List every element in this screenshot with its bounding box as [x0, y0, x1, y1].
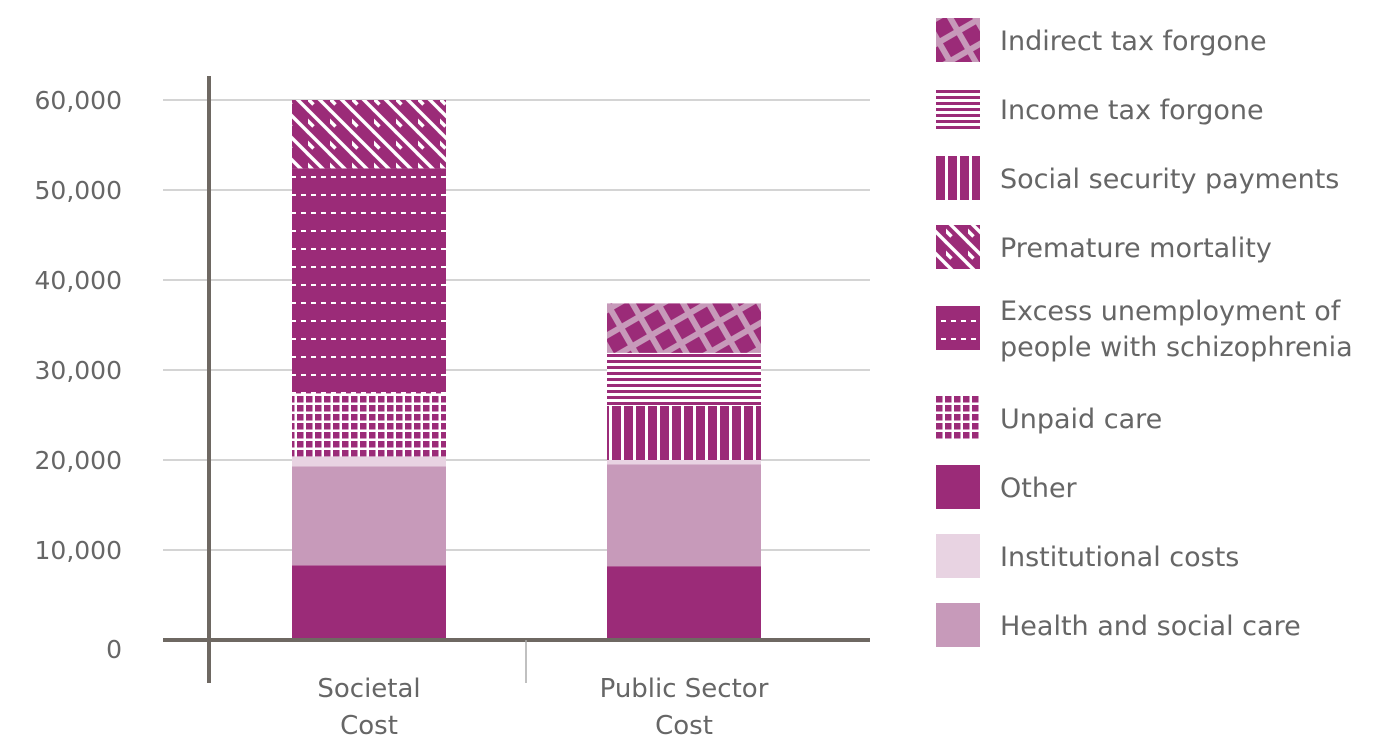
bar-segment-income-tax-forgone — [607, 352, 761, 406]
y-tick-label: 50,000 — [35, 176, 122, 205]
legend-item-institutional-costs: Institutional costs — [936, 534, 1239, 578]
legend-label: Income tax forgone — [1000, 95, 1264, 126]
legend-label: people with schizophrenia — [1000, 332, 1353, 363]
y-tick-label: 60,000 — [35, 86, 122, 115]
bar-public-sector-cost — [607, 303, 761, 640]
legend-swatch — [936, 396, 980, 440]
bar-segment-indirect-tax-forgone — [607, 303, 761, 353]
bar-segment-institutional-costs — [292, 466, 446, 566]
bar-segment-institutional-costs — [607, 464, 761, 567]
x-category-label: Cost — [340, 711, 398, 738]
legend-label: Indirect tax forgone — [1000, 26, 1267, 57]
y-tick-label: 0 — [106, 635, 122, 664]
bar-segment-health-and-social-care — [607, 566, 761, 640]
bar-segment-social-security-payments — [607, 406, 761, 460]
legend-swatch — [936, 225, 980, 269]
x-category-label: Societal — [317, 674, 420, 704]
legend-swatch — [936, 306, 980, 350]
legend-swatch — [936, 603, 980, 647]
legend-label: Excess unemployment of — [1000, 296, 1342, 327]
legend-item-health-and-social-care: Health and social care — [936, 603, 1301, 647]
legend-item-indirect-tax-forgone: Indirect tax forgone — [936, 18, 1267, 62]
y-tick-label: 40,000 — [35, 266, 122, 295]
legend-label: Health and social care — [1000, 611, 1301, 642]
legend-label: Social security payments — [1000, 164, 1339, 195]
legend-swatch — [936, 87, 980, 131]
legend-item-premature-mortality: Premature mortality — [936, 225, 1272, 269]
x-category-label: Public Sector — [600, 674, 769, 704]
legend-label: Premature mortality — [1000, 233, 1272, 264]
legend-swatch — [936, 534, 980, 578]
category-labels: Societal Cost Public Sector Cost — [317, 674, 768, 738]
legend-label: Unpaid care — [1000, 404, 1162, 435]
y-tick-label: 10,000 — [35, 536, 122, 565]
legend-swatch — [936, 18, 980, 62]
legend-item-excess-unemployment-of-people-with-schizophrenia: Excess unemployment of people with schizo… — [936, 296, 1353, 363]
axes — [163, 76, 870, 683]
bar-segment-premature-mortality — [292, 100, 446, 169]
bar-segment-excess-unemployment-of-people-with-schizophrenia — [292, 168, 446, 394]
legend: Indirect tax forgone Income tax forgone So… — [936, 18, 1353, 647]
bars — [292, 100, 761, 640]
bar-segment-unpaid-care — [292, 393, 446, 457]
bar-segment-other — [292, 456, 446, 467]
legend-swatch — [936, 465, 980, 509]
y-tick-labels: 0 10,000 20,000 30,000 40,000 50,000 60,000 — [35, 86, 122, 664]
gridlines — [163, 99, 870, 551]
legend-item-unpaid-care: Unpaid care — [936, 396, 1162, 440]
bar-societal-cost — [292, 100, 446, 640]
legend-item-social-security-payments: Social security payments — [936, 156, 1339, 200]
legend-swatch — [936, 156, 980, 200]
legend-item-other: Other — [936, 465, 1078, 509]
y-tick-label: 30,000 — [35, 356, 122, 385]
legend-label: Institutional costs — [1000, 542, 1239, 573]
legend-label: Other — [1000, 473, 1078, 504]
x-category-label: Cost — [655, 711, 713, 738]
y-tick-label: 20,000 — [35, 446, 122, 475]
bar-segment-other — [607, 460, 761, 465]
bar-segment-health-and-social-care — [292, 565, 446, 640]
legend-item-income-tax-forgone: Income tax forgone — [936, 87, 1264, 131]
